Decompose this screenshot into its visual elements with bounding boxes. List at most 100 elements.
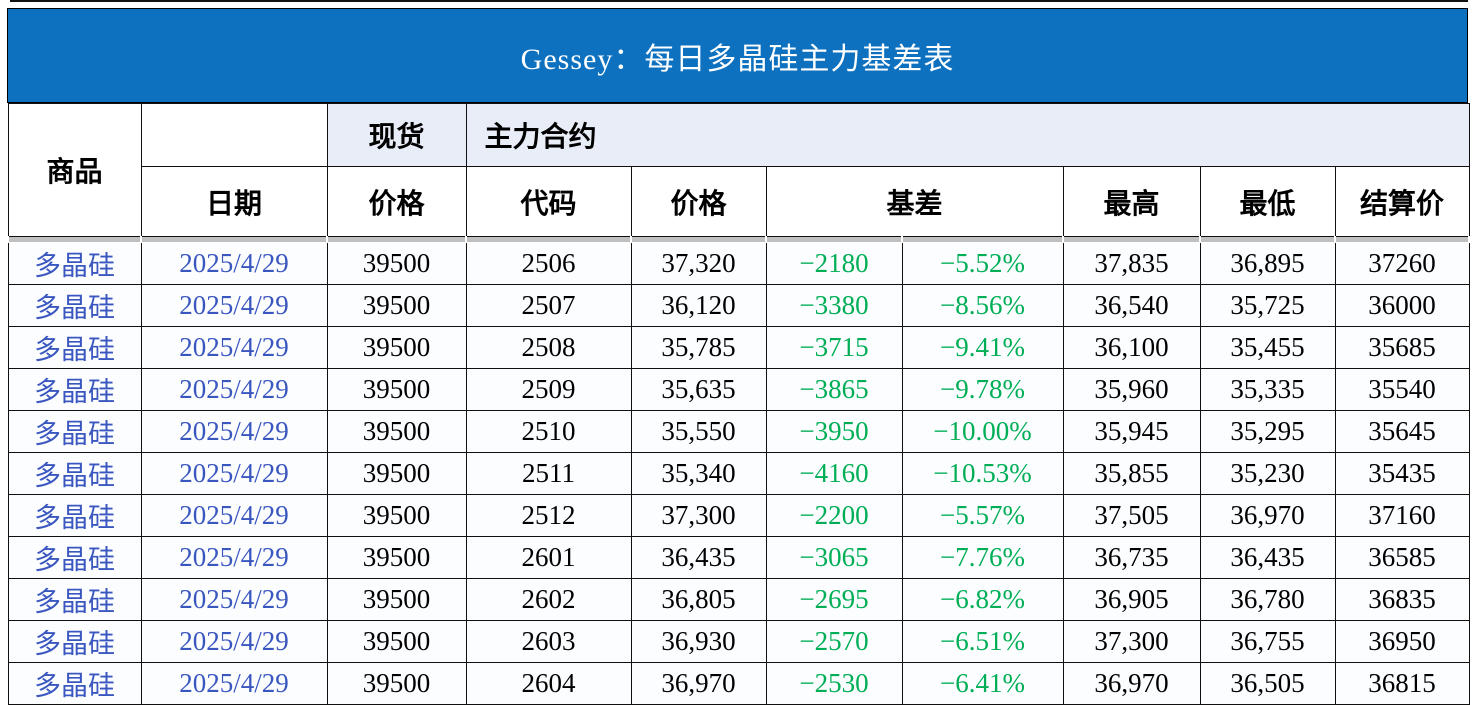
cell-commodity: 多晶硅 (7, 242, 142, 285)
cell-spot-price: 39500 (326, 242, 467, 285)
cell-contract-code: 2602 (465, 578, 632, 621)
report-title: Gessey：每日多晶硅主力基差表 (520, 42, 955, 76)
header-main-price: 价格 (630, 166, 767, 237)
report-title-bar: Gessey：每日多晶硅主力基差表 (7, 8, 1468, 103)
cell-low: 35,725 (1199, 284, 1336, 327)
cell-low: 35,455 (1199, 326, 1336, 369)
cell-settlement: 35685 (1334, 326, 1470, 369)
cell-spot-price: 39500 (326, 368, 467, 411)
cell-spot-price: 39500 (326, 578, 467, 621)
table-row: 多晶硅 2025/4/29 39500 2508 35,785 −3715 −9… (7, 326, 1470, 369)
cell-basis-percent: −6.51% (901, 620, 1064, 663)
header-date: 日期 (140, 166, 328, 237)
cell-basis-percent: −7.76% (901, 536, 1064, 579)
basis-report-sheet: Gessey：每日多晶硅主力基差表 商品 现货 主力合约 日期 价格 代码 价格… (7, 8, 1471, 705)
cell-contract-code: 2603 (465, 620, 632, 663)
cell-main-price: 35,785 (630, 326, 767, 369)
header-high: 最高 (1062, 166, 1201, 237)
cell-date: 2025/4/29 (140, 662, 328, 705)
cell-contract-code: 2604 (465, 662, 632, 705)
cell-contract-code: 2509 (465, 368, 632, 411)
cell-basis-value: −4160 (765, 452, 903, 495)
cell-basis-percent: −9.78% (901, 368, 1064, 411)
cell-basis-value: −2180 (765, 242, 903, 285)
cell-high: 36,970 (1062, 662, 1201, 705)
cell-spot-price: 39500 (326, 662, 467, 705)
cell-high: 37,835 (1062, 242, 1201, 285)
cell-commodity: 多晶硅 (7, 494, 142, 537)
cell-date: 2025/4/29 (140, 494, 328, 537)
cell-date: 2025/4/29 (140, 326, 328, 369)
header-code: 代码 (465, 166, 632, 237)
cell-date: 2025/4/29 (140, 536, 328, 579)
cell-commodity: 多晶硅 (7, 326, 142, 369)
cell-basis-value: −2530 (765, 662, 903, 705)
cell-high: 35,855 (1062, 452, 1201, 495)
table-row: 多晶硅 2025/4/29 39500 2512 37,300 −2200 −5… (7, 494, 1470, 537)
cell-low: 36,505 (1199, 662, 1336, 705)
cell-main-price: 35,550 (630, 410, 767, 453)
cell-settlement: 35645 (1334, 410, 1470, 453)
cell-spot-price: 39500 (326, 536, 467, 579)
cell-high: 35,945 (1062, 410, 1201, 453)
header-empty-cell (140, 103, 328, 167)
cell-contract-code: 2511 (465, 452, 632, 495)
cell-settlement: 36585 (1334, 536, 1470, 579)
cell-commodity: 多晶硅 (7, 410, 142, 453)
cell-high: 37,505 (1062, 494, 1201, 537)
cell-low: 36,970 (1199, 494, 1336, 537)
cell-contract-code: 2601 (465, 536, 632, 579)
cell-basis-value: −3865 (765, 368, 903, 411)
cell-main-price: 36,930 (630, 620, 767, 663)
cell-date: 2025/4/29 (140, 620, 328, 663)
cell-low: 36,780 (1199, 578, 1336, 621)
cell-spot-price: 39500 (326, 452, 467, 495)
cell-basis-value: −2200 (765, 494, 903, 537)
cell-settlement: 36950 (1334, 620, 1470, 663)
cell-basis-percent: −5.57% (901, 494, 1064, 537)
cell-date: 2025/4/29 (140, 578, 328, 621)
cell-low: 35,295 (1199, 410, 1336, 453)
cell-commodity: 多晶硅 (7, 620, 142, 663)
cell-contract-code: 2508 (465, 326, 632, 369)
table-row: 多晶硅 2025/4/29 39500 2509 35,635 −3865 −9… (7, 368, 1470, 411)
cell-spot-price: 39500 (326, 284, 467, 327)
cell-low: 36,755 (1199, 620, 1336, 663)
cell-settlement: 36815 (1334, 662, 1470, 705)
cell-contract-code: 2507 (465, 284, 632, 327)
cell-main-price: 36,120 (630, 284, 767, 327)
cell-spot-price: 39500 (326, 620, 467, 663)
table-row: 多晶硅 2025/4/29 39500 2604 36,970 −2530 −6… (7, 662, 1470, 705)
cell-date: 2025/4/29 (140, 452, 328, 495)
cell-contract-code: 2512 (465, 494, 632, 537)
cell-commodity: 多晶硅 (7, 368, 142, 411)
table-row: 多晶硅 2025/4/29 39500 2603 36,930 −2570 −6… (7, 620, 1470, 663)
cell-basis-percent: −8.56% (901, 284, 1064, 327)
header-main-contract-group: 主力合约 (465, 103, 1470, 167)
cell-settlement: 37160 (1334, 494, 1470, 537)
cell-commodity: 多晶硅 (7, 452, 142, 495)
cell-settlement: 35435 (1334, 452, 1470, 495)
table-row: 多晶硅 2025/4/29 39500 2510 35,550 −3950 −1… (7, 410, 1470, 453)
cell-low: 35,230 (1199, 452, 1336, 495)
cell-main-price: 35,340 (630, 452, 767, 495)
header-commodity: 商品 (7, 103, 142, 237)
cell-commodity: 多晶硅 (7, 662, 142, 705)
table-body: 多晶硅 2025/4/29 39500 2506 37,320 −2180 −5… (7, 242, 1470, 705)
table-row: 多晶硅 2025/4/29 39500 2507 36,120 −3380 −8… (7, 284, 1470, 327)
cell-settlement: 37260 (1334, 242, 1470, 285)
cell-main-price: 35,635 (630, 368, 767, 411)
top-edge-line (10, 0, 1468, 2)
cell-main-price: 36,970 (630, 662, 767, 705)
header-low: 最低 (1199, 166, 1336, 237)
cell-main-price: 37,300 (630, 494, 767, 537)
table-row: 多晶硅 2025/4/29 39500 2601 36,435 −3065 −7… (7, 536, 1470, 579)
cell-main-price: 36,805 (630, 578, 767, 621)
cell-basis-value: −3065 (765, 536, 903, 579)
header-spot-group: 现货 (326, 103, 467, 167)
cell-main-price: 37,320 (630, 242, 767, 285)
cell-high: 37,300 (1062, 620, 1201, 663)
cell-high: 35,960 (1062, 368, 1201, 411)
cell-basis-value: −2570 (765, 620, 903, 663)
header-spot-price: 价格 (326, 166, 467, 237)
